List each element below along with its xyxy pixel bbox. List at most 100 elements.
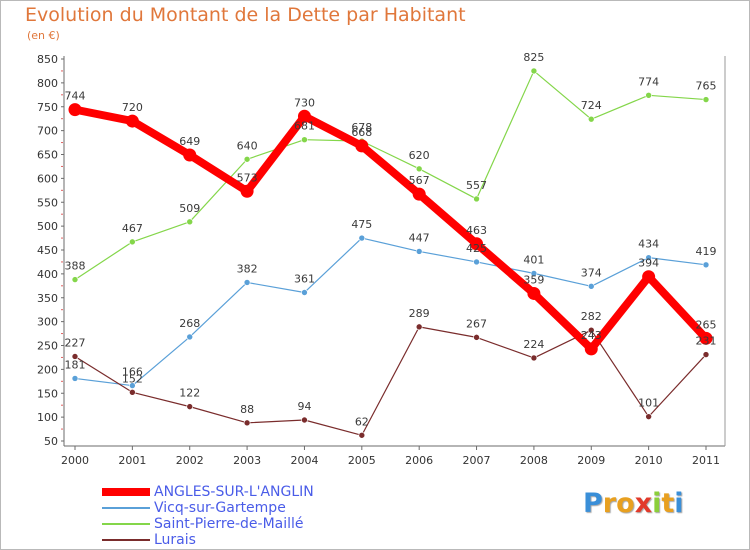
data-point: [702, 96, 710, 103]
data-point: [129, 382, 136, 389]
logo-letter: x: [634, 488, 653, 519]
data-label: 649: [179, 135, 200, 148]
x-tick-label: 2003: [233, 454, 261, 467]
data-point: [530, 67, 538, 75]
data-point: [470, 237, 484, 251]
data-label: 467: [122, 222, 143, 235]
y-tick-label: 800: [37, 77, 58, 90]
x-tick-label: 2011: [692, 454, 720, 467]
logo-letter: P: [583, 488, 603, 519]
data-point: [71, 276, 79, 283]
data-point: [240, 184, 254, 198]
chart-title: Evolution du Montant de la Dette par Hab…: [25, 4, 466, 26]
data-label: 231: [696, 335, 717, 348]
legend-swatch: [102, 539, 150, 541]
data-label: 265: [696, 318, 717, 331]
data-point: [473, 195, 480, 203]
data-point: [645, 254, 652, 261]
x-tick-label: 2001: [118, 454, 146, 467]
data-label: 724: [581, 99, 602, 112]
data-label: 434: [638, 238, 659, 251]
data-point: [125, 114, 139, 128]
data-point: [699, 331, 713, 345]
data-label: 268: [179, 317, 200, 330]
series-2: [71, 67, 710, 283]
data-label: 243: [581, 329, 602, 342]
data-label: 825: [523, 51, 544, 64]
x-tick-label: 2002: [176, 454, 204, 467]
y-tick-label: 850: [37, 53, 58, 66]
data-point: [355, 139, 369, 153]
legend-swatch: [102, 507, 150, 509]
data-label: 267: [466, 317, 487, 330]
series-3: [71, 323, 710, 439]
data-point: [186, 403, 194, 410]
data-point: [243, 155, 251, 163]
y-tick-label: 50: [44, 435, 58, 448]
x-tick-label: 2009: [577, 454, 605, 467]
series-1: [71, 234, 710, 389]
data-point: [584, 342, 598, 356]
data-label: 681: [294, 120, 315, 133]
data-point: [301, 136, 308, 143]
data-label: 640: [237, 139, 258, 152]
data-label: 166: [122, 366, 143, 379]
series-line: [74, 326, 707, 436]
data-point: [71, 353, 79, 360]
chart-axes: 50 100 150 200 250 300 350 400 450 500 550 600 650 70…: [37, 53, 726, 467]
data-label: 475: [351, 218, 372, 231]
data-point: [530, 354, 538, 362]
legend-label: Vicq-sur-Gartempe: [154, 500, 286, 516]
data-label: 227: [65, 336, 86, 349]
data-label: 224: [523, 338, 544, 351]
data-label: 419: [696, 245, 717, 258]
data-label: 394: [638, 257, 659, 270]
x-tick-label: 2007: [463, 454, 491, 467]
data-label: 388: [65, 260, 86, 273]
data-point: [702, 261, 710, 269]
data-label: 361: [294, 272, 315, 285]
data-point: [587, 326, 595, 334]
legend-swatch: [102, 488, 150, 496]
data-point: [587, 115, 595, 123]
data-point: [129, 388, 136, 396]
data-label: 382: [237, 262, 258, 275]
data-point: [129, 238, 136, 246]
data-label: 573: [237, 171, 258, 184]
legend-label: ANGLES-SUR-L'ANGLIN: [154, 484, 314, 500]
series-line: [74, 70, 707, 281]
legend-label: Saint-Pierre-de-Maillé: [154, 516, 304, 532]
data-label: 774: [638, 75, 659, 88]
y-tick-label: 650: [37, 149, 58, 162]
data-point: [642, 270, 656, 284]
x-tick-label: 2008: [520, 454, 548, 467]
x-tick-label: 2000: [61, 454, 89, 467]
y-tick-label: 100: [37, 411, 58, 424]
data-point: [702, 351, 710, 358]
logo-letter: r: [602, 488, 617, 519]
x-tick-label: 2005: [348, 454, 376, 467]
data-point: [358, 431, 366, 439]
logo-letter: t: [661, 488, 675, 519]
data-point: [530, 270, 538, 277]
y-tick-label: 250: [37, 340, 58, 353]
y-tick-label: 500: [37, 220, 58, 233]
data-label: 401: [523, 253, 544, 266]
y-tick-label: 400: [37, 268, 58, 281]
y-tick-label: 350: [37, 292, 58, 305]
data-point: [473, 258, 480, 266]
data-point: [358, 234, 366, 242]
proxiti-logo: Proxiti: [583, 488, 684, 519]
data-label: 730: [294, 96, 315, 109]
y-tick-label: 750: [37, 101, 58, 114]
data-label: 720: [122, 101, 143, 114]
data-point: [415, 248, 423, 255]
series-0: [68, 103, 713, 356]
data-point: [645, 91, 652, 99]
data-label: 567: [409, 174, 430, 187]
data-labels-layer: 744 720 649 573 730 668 567 463 359 243 394 265 181 1…: [65, 51, 717, 428]
data-point: [71, 375, 79, 382]
data-point: [301, 416, 308, 424]
data-label: 765: [696, 80, 717, 93]
